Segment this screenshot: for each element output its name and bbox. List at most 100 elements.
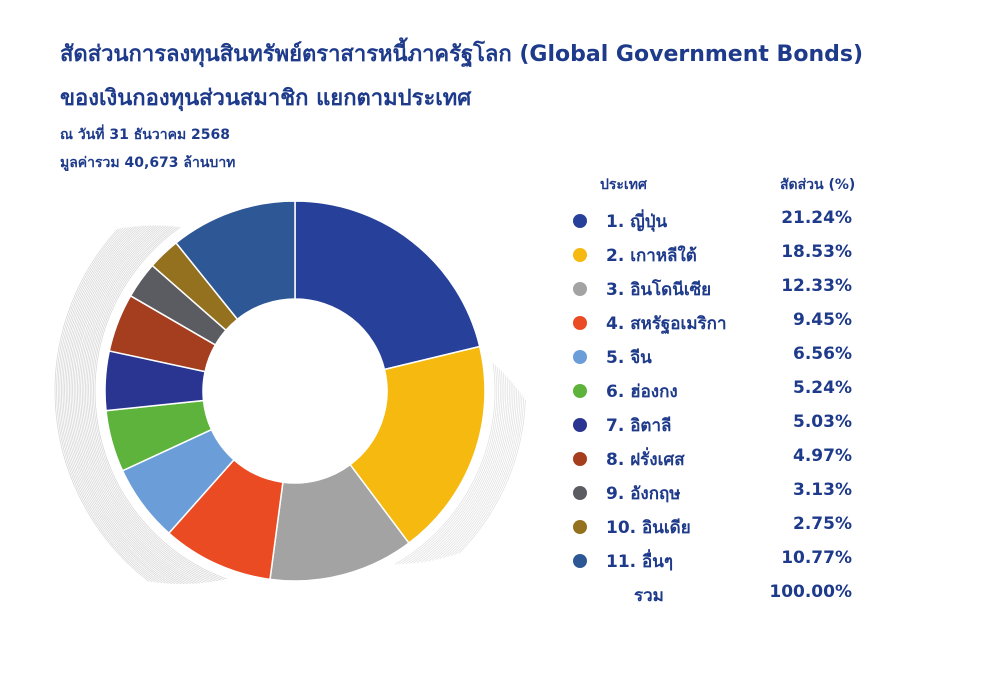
legend-swatch: [573, 248, 587, 262]
donut-slice-11: [174, 200, 296, 321]
decorative-arc: [65, 226, 172, 585]
decorative-arc: [413, 372, 505, 564]
decorative-arc: [93, 226, 224, 580]
decorative-arc: [86, 225, 213, 583]
legend-value: 10.77%: [781, 548, 852, 568]
legend-item: 9. อังกฤษ 3.13%: [560, 476, 860, 510]
donut-slice-2: [349, 345, 486, 545]
legend-value: 5.03%: [793, 412, 852, 432]
legend-item: 1. ญี่ปุ่น 21.24%: [560, 204, 860, 238]
decorative-arc-lines: [54, 225, 526, 585]
subtitle-total: มูลค่ารวม 40,673 ล้านบาท: [60, 155, 236, 171]
decorative-arc: [69, 225, 179, 585]
decorative-arc: [64, 226, 169, 584]
legend-total-label: รวม: [634, 586, 664, 606]
legend-value: 2.75%: [793, 514, 852, 534]
decorative-arc: [420, 376, 508, 563]
decorative-arc: [62, 226, 166, 584]
decorative-arc: [398, 364, 498, 565]
decorative-arc: [61, 226, 163, 584]
legend-item: 6. ฮ่องกง 5.24%: [560, 374, 860, 408]
legend-label: 5. จีน: [606, 348, 652, 368]
legend-item: 7. อิตาลี 5.03%: [560, 408, 860, 442]
legend-label: 3. อินโดนีเซีย: [606, 280, 712, 300]
decorative-arc: [81, 225, 204, 584]
decorative-arc: [428, 381, 512, 562]
legend-value: 9.45%: [793, 310, 852, 330]
decorative-arc: [83, 225, 207, 583]
decorative-arc: [416, 374, 507, 564]
legend-swatch: [573, 384, 587, 398]
legend-item: 4. สหรัฐอเมริกา 9.45%: [560, 306, 860, 340]
decorative-arc: [450, 394, 523, 556]
chart-title-line1: สัดส่วนการลงทุนสินทรัพย์ตราสารหนี้ภาครัฐ…: [60, 42, 863, 67]
legend-item: 10. อินเดีย 2.75%: [560, 510, 860, 544]
legend-value: 4.97%: [793, 446, 852, 466]
decorative-arc: [409, 370, 503, 564]
decorative-arc: [70, 225, 182, 585]
decorative-arc: [431, 383, 514, 561]
legend-item: 2. เกาหลีใต้ 18.53%: [560, 238, 860, 272]
legend-swatch: [573, 214, 587, 228]
legend-value: 3.13%: [793, 480, 852, 500]
legend-value: 12.33%: [781, 276, 852, 296]
decorative-arc: [72, 225, 185, 585]
decorative-arc: [405, 368, 501, 565]
decorative-arc: [424, 379, 510, 563]
legend-total-value: 100.00%: [769, 582, 852, 602]
legend-swatch: [573, 486, 587, 500]
decorative-arc: [439, 387, 517, 560]
legend-header-share: สัดส่วน (%): [780, 177, 856, 193]
decorative-arc: [458, 399, 526, 554]
legend-label: 2. เกาหลีใต้: [606, 246, 697, 266]
decorative-arc: [454, 397, 525, 555]
legend-value: 21.24%: [781, 208, 852, 228]
legend-swatch: [573, 418, 587, 432]
decorative-arc: [88, 225, 216, 582]
legend-label: 4. สหรัฐอเมริกา: [606, 314, 727, 334]
legend-label: 9. อังกฤษ: [606, 484, 681, 504]
legend-header-country: ประเทศ: [600, 177, 647, 193]
decorative-arc: [85, 225, 210, 583]
legend-swatch: [573, 452, 587, 466]
decorative-arc: [435, 385, 516, 560]
legend-item: 5. จีน 6.56%: [560, 340, 860, 374]
legend-value: 6.56%: [793, 344, 852, 364]
legend-label: 10. อินเดีย: [606, 518, 691, 538]
legend-label: 6. ฮ่องกง: [606, 382, 678, 402]
chart-title-line2: ของเงินกองทุนส่วนสมาชิก แยกตามประเทศ: [60, 86, 472, 111]
legend-label: 7. อิตาลี: [606, 416, 672, 436]
legend-swatch: [573, 520, 587, 534]
legend-total-row: รวม 100.00%: [560, 578, 860, 612]
legend-item: 8. ฝรั่งเศส 4.97%: [560, 442, 860, 476]
decorative-arc: [91, 226, 222, 581]
decorative-arc: [77, 225, 195, 585]
decorative-arc: [56, 228, 153, 583]
decorative-arc: [89, 226, 219, 582]
decorative-arc: [394, 363, 496, 565]
decorative-arc: [94, 226, 227, 580]
decorative-arc: [443, 390, 519, 559]
decorative-arc: [447, 392, 521, 558]
decorative-arc: [80, 225, 201, 584]
legend-value: 5.24%: [793, 378, 852, 398]
decorative-arc: [54, 228, 150, 582]
legend-label: 11. อื่นๆ: [606, 552, 673, 572]
decorative-arc: [73, 225, 188, 585]
legend-swatch: [573, 282, 587, 296]
legend-label: 1. ญี่ปุ่น: [606, 212, 668, 232]
decorative-arc: [59, 227, 159, 584]
decorative-arc: [78, 225, 198, 584]
legend-item: 11. อื่นๆ 10.77%: [560, 544, 860, 578]
decorative-arc: [75, 225, 191, 585]
decorative-arc: [402, 366, 499, 565]
legend-swatch: [573, 350, 587, 364]
decorative-arc: [57, 227, 156, 583]
donut-slice-1: [294, 200, 481, 371]
legend-value: 18.53%: [781, 242, 852, 262]
legend-swatch: [573, 316, 587, 330]
decorative-arc: [67, 225, 176, 585]
donut-slices: [104, 200, 486, 582]
legend-item: 3. อินโดนีเซีย 12.33%: [560, 272, 860, 306]
